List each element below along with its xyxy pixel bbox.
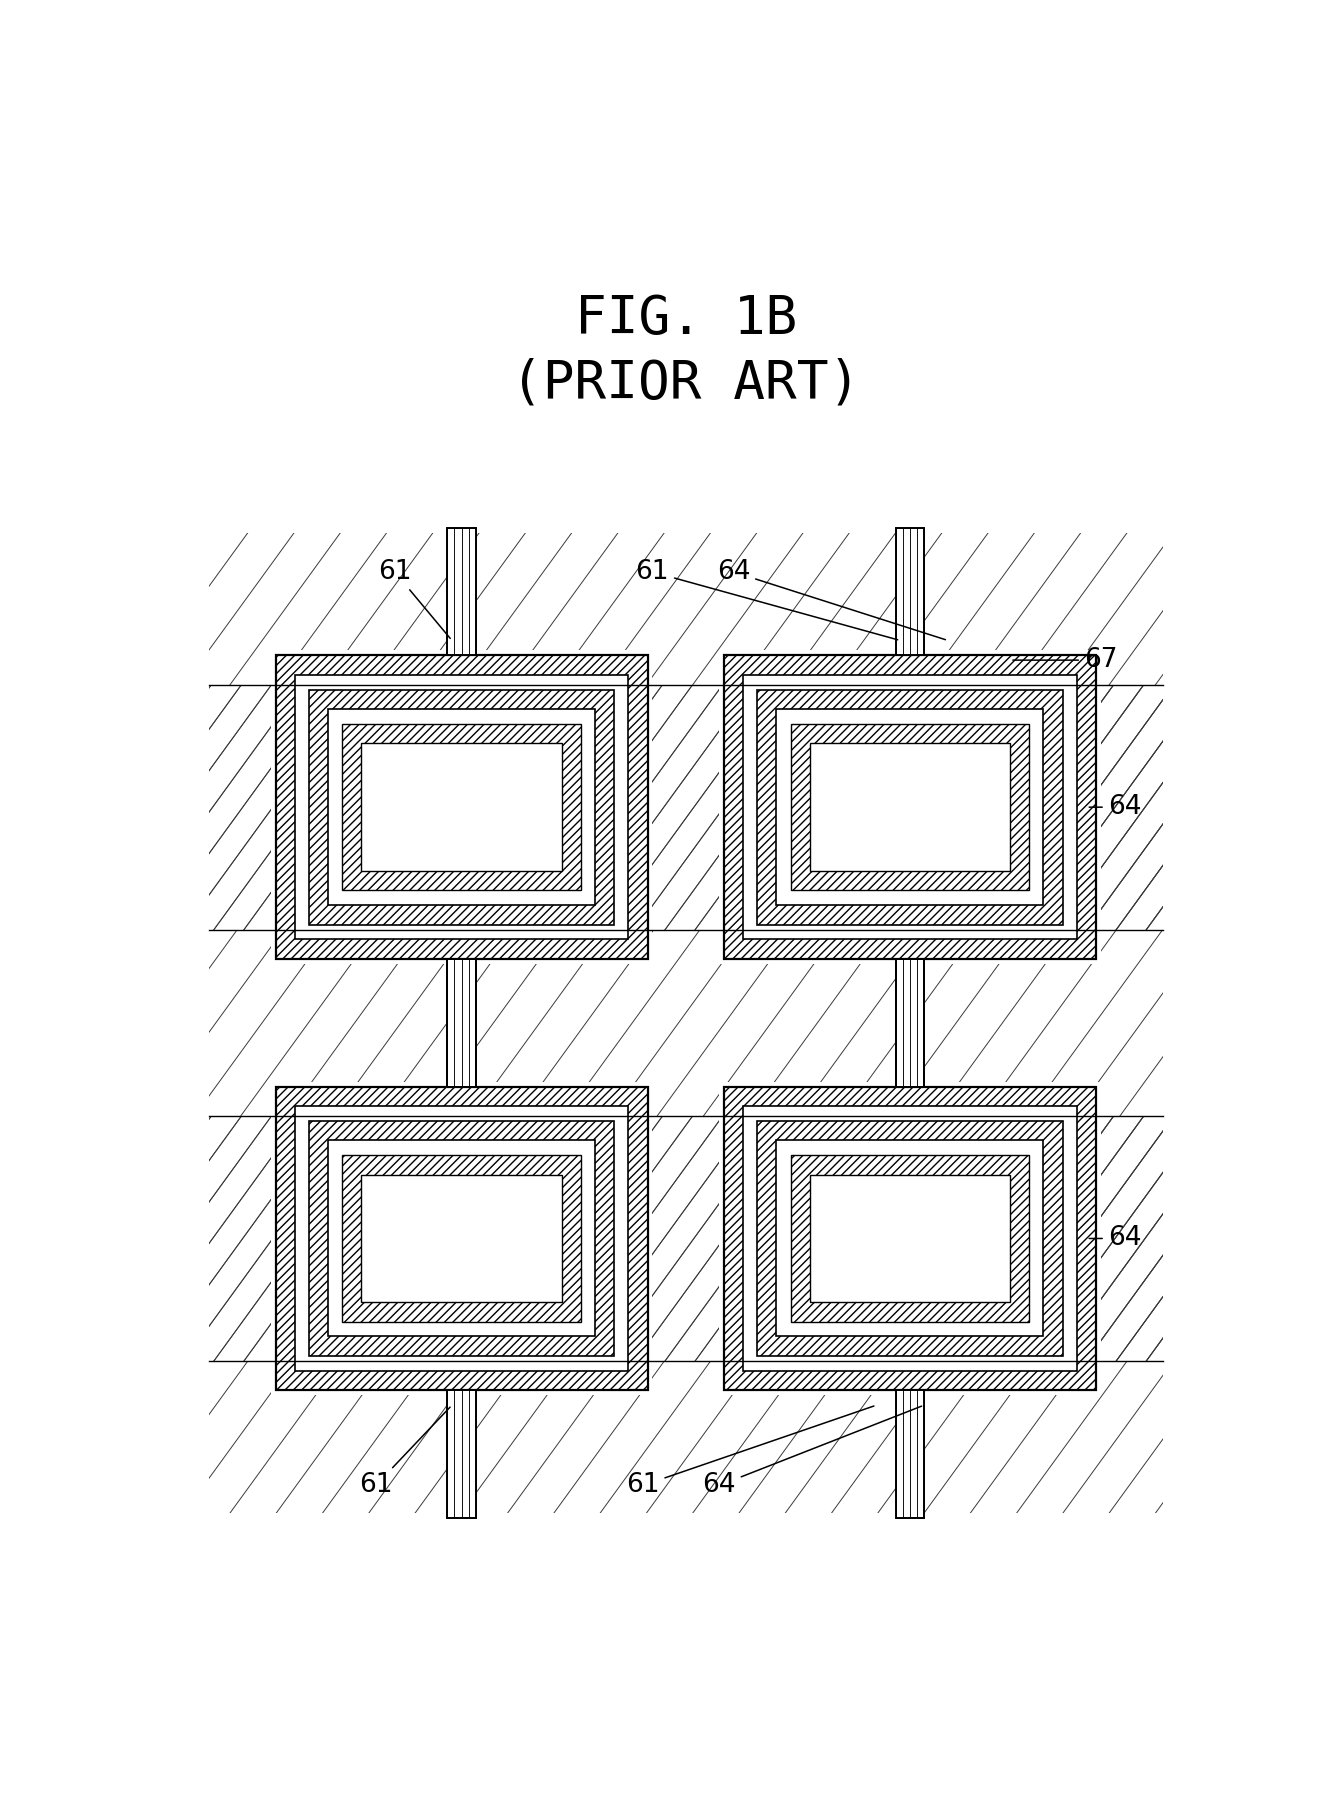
Bar — [447, 527, 476, 654]
Bar — [462, 1390, 468, 1519]
Text: 67: 67 — [1013, 647, 1117, 672]
Bar — [895, 527, 903, 654]
Bar — [468, 1390, 476, 1519]
Bar — [895, 1390, 925, 1519]
Bar — [209, 685, 1163, 931]
Bar — [895, 527, 925, 654]
Bar — [895, 959, 903, 1087]
Text: (PRIOR ART): (PRIOR ART) — [511, 357, 860, 409]
Bar — [343, 1155, 581, 1321]
Bar — [895, 959, 925, 1087]
Bar — [447, 959, 476, 1087]
Bar — [903, 1390, 910, 1519]
Text: 61: 61 — [359, 1408, 450, 1499]
Bar — [895, 959, 925, 1087]
Bar — [895, 1390, 903, 1519]
Bar — [447, 1390, 476, 1519]
Bar — [294, 1106, 629, 1372]
Text: 64: 64 — [1089, 1225, 1141, 1252]
Bar — [209, 1115, 1163, 1361]
Bar — [309, 1121, 614, 1356]
Bar — [447, 1390, 455, 1519]
Bar — [468, 959, 476, 1087]
Bar — [294, 674, 629, 940]
Text: FIG. 1B: FIG. 1B — [574, 292, 797, 344]
Bar — [910, 1390, 917, 1519]
Bar — [209, 685, 276, 931]
Text: 64: 64 — [702, 1406, 922, 1499]
Bar — [724, 1087, 1096, 1390]
Bar — [791, 724, 1029, 891]
Bar — [447, 959, 455, 1087]
Bar — [903, 527, 910, 654]
Bar — [447, 959, 476, 1087]
Bar — [209, 533, 1163, 1513]
Text: 64: 64 — [1089, 794, 1141, 819]
Bar — [776, 710, 1044, 905]
Bar — [910, 959, 917, 1087]
Bar — [455, 1390, 462, 1519]
Bar — [361, 744, 562, 871]
Bar — [757, 690, 1062, 925]
Bar — [270, 651, 653, 965]
Bar — [270, 1081, 653, 1395]
Bar — [455, 959, 462, 1087]
Bar — [468, 959, 476, 1087]
Text: 61: 61 — [636, 559, 898, 640]
Bar — [468, 527, 476, 654]
Bar — [895, 959, 903, 1087]
Bar — [719, 651, 1101, 965]
Bar — [724, 654, 1096, 959]
Bar — [447, 959, 476, 1087]
Bar — [455, 959, 462, 1087]
Bar — [791, 1155, 1029, 1321]
Bar — [917, 527, 925, 654]
Bar — [462, 527, 468, 654]
Bar — [328, 1140, 595, 1336]
Bar — [903, 959, 910, 1087]
Bar — [917, 959, 925, 1087]
Bar — [447, 959, 476, 1087]
Bar — [209, 685, 724, 931]
Bar — [462, 959, 468, 1087]
Bar — [309, 690, 614, 925]
Bar — [343, 724, 581, 891]
Bar — [917, 1390, 925, 1519]
Bar — [447, 1390, 476, 1519]
Bar — [743, 1106, 1077, 1372]
Bar — [447, 527, 455, 654]
Bar — [462, 959, 468, 1087]
Text: 64: 64 — [717, 559, 946, 640]
Bar — [809, 1174, 1010, 1302]
Bar — [447, 527, 476, 654]
Bar — [895, 959, 925, 1087]
Bar — [447, 959, 455, 1087]
Text: 61: 61 — [379, 559, 450, 638]
Bar — [757, 1121, 1062, 1356]
Bar — [209, 1115, 276, 1361]
Bar — [895, 959, 925, 1087]
Bar — [743, 674, 1077, 940]
Bar — [917, 959, 925, 1087]
Bar — [209, 1115, 724, 1361]
Bar — [276, 654, 648, 959]
Bar — [910, 959, 917, 1087]
Bar — [910, 527, 917, 654]
Bar — [776, 1140, 1044, 1336]
Bar — [455, 527, 462, 654]
Bar — [895, 1390, 925, 1519]
Bar — [719, 1081, 1101, 1395]
Bar — [361, 1174, 562, 1302]
Bar — [276, 1087, 648, 1390]
Bar — [895, 527, 925, 654]
Bar — [903, 959, 910, 1087]
Text: 61: 61 — [626, 1406, 874, 1499]
Bar — [328, 710, 595, 905]
Bar — [809, 744, 1010, 871]
